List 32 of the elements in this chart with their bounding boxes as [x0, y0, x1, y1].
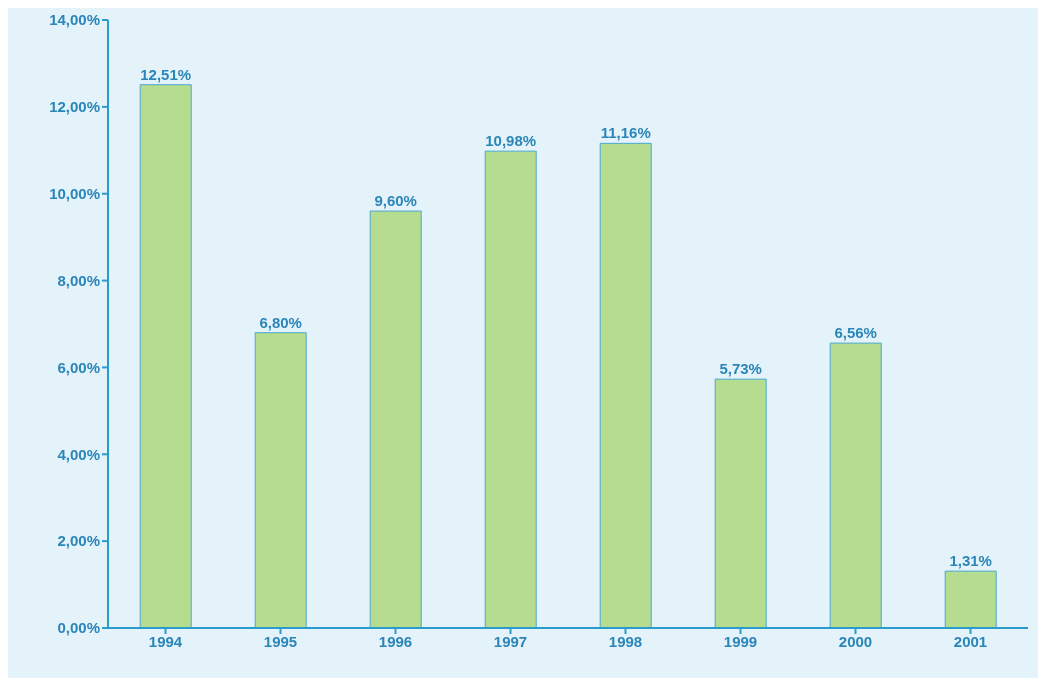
bar [944, 570, 997, 628]
bar [829, 342, 882, 628]
bar [369, 210, 422, 628]
x-tick-label: 1996 [378, 632, 413, 650]
x-tick-label: 2001 [953, 632, 988, 650]
y-tick-label: 10,00% [49, 185, 100, 203]
data-label: 12,51% [140, 65, 192, 83]
y-tick-label: 4,00% [57, 445, 100, 463]
data-label: 10,98% [485, 132, 537, 150]
data-label: 11,16% [600, 124, 651, 142]
bar [599, 142, 652, 628]
data-label: 6,56% [834, 324, 877, 342]
y-tick-label: 12,00% [49, 98, 100, 116]
y-tick-label: 2,00% [57, 532, 100, 550]
data-label: 9,60% [374, 192, 417, 210]
bar [254, 332, 307, 628]
bar [714, 378, 767, 628]
x-tick-label: 2000 [838, 632, 873, 650]
x-tick-label: 1998 [608, 632, 643, 650]
data-label: 5,73% [719, 360, 762, 378]
y-tick-label: 8,00% [57, 271, 100, 289]
x-tick-label: 1997 [493, 632, 528, 650]
y-tick-label: 0,00% [57, 619, 100, 637]
bar [484, 150, 537, 628]
x-tick-label: 1999 [723, 632, 758, 650]
data-label: 1,31% [949, 552, 992, 570]
data-label: 6,80% [259, 313, 302, 331]
x-tick-label: 1994 [148, 632, 183, 650]
bar [139, 84, 192, 628]
y-tick-label: 14,00% [49, 11, 100, 29]
x-tick-label: 1995 [263, 632, 298, 650]
y-tick-label: 6,00% [57, 358, 100, 376]
